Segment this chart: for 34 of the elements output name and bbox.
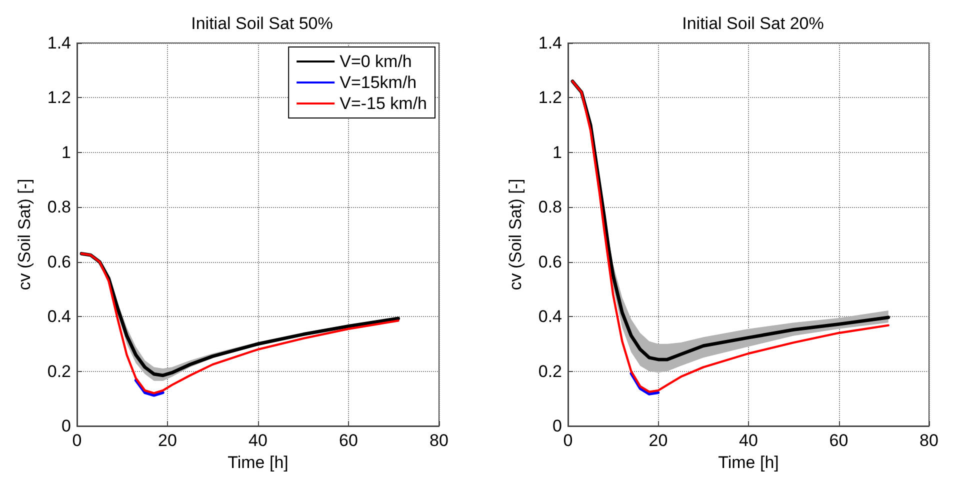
x-tick-label: 40 xyxy=(738,431,758,450)
chart-title: Initial Soil Sat 20% xyxy=(682,14,824,33)
legend-label: V=15km/h xyxy=(340,73,417,92)
legend-label: V=0 km/h xyxy=(340,52,412,71)
chart-title: Initial Soil Sat 50% xyxy=(191,14,333,33)
y-tick-label: 1.4 xyxy=(47,34,71,52)
y-tick-label: 0.4 xyxy=(47,307,71,326)
x-tick-label: 40 xyxy=(248,431,268,450)
y-tick-label: 1 xyxy=(62,142,71,162)
y-tick-label: 0.8 xyxy=(47,198,71,217)
y-tick-label: 0.8 xyxy=(538,198,562,217)
legend-label: V=-15 km/h xyxy=(340,94,428,113)
y-tick-label: 0.2 xyxy=(538,362,562,381)
x-tick-label: 80 xyxy=(919,431,938,450)
y-tick-label: 0.6 xyxy=(47,252,71,272)
y-tick-label: 1.2 xyxy=(538,88,562,108)
x-tick-label: 80 xyxy=(430,431,448,450)
x-tick-label: 60 xyxy=(339,431,358,450)
y-tick-label: 0.6 xyxy=(538,252,562,272)
line-series xyxy=(629,372,660,396)
y-tick-label: 0.4 xyxy=(538,307,562,326)
x-tick-label: 20 xyxy=(158,431,177,450)
y-tick-label: 1 xyxy=(552,142,562,162)
y-axis-title: cv (Soil Sat) [-] xyxy=(506,178,524,290)
y-tick-label: 1.4 xyxy=(538,34,562,52)
y-tick-label: 1.2 xyxy=(47,88,71,108)
x-axis-title: Time [h] xyxy=(228,452,288,472)
y-tick-label: 0.2 xyxy=(47,362,71,381)
x-tick-label: 20 xyxy=(648,431,668,450)
y-tick-label: 0 xyxy=(552,416,562,436)
y-tick-label: 0 xyxy=(62,416,71,436)
y-axis-title: cv (Soil Sat) [-] xyxy=(15,178,34,290)
x-tick-label: 60 xyxy=(828,431,848,450)
x-axis-title: Time [h] xyxy=(718,452,778,472)
